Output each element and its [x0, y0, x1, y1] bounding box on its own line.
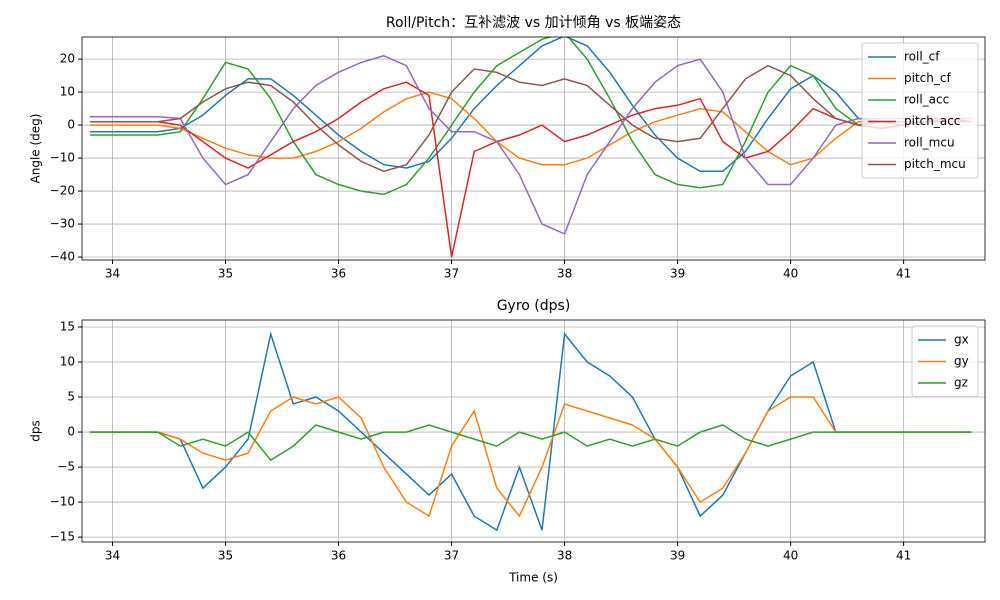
x-tick-label: 40: [783, 549, 798, 563]
x-tick-label: 39: [670, 267, 685, 281]
legend-box: [861, 42, 979, 179]
y-tick-label: −10: [50, 151, 75, 165]
y-tick-label: −40: [50, 250, 75, 264]
plot-frame: [81, 36, 986, 261]
x-tick-label: 37: [444, 549, 459, 563]
y-tick-label: 20: [60, 52, 75, 66]
x-tick-label: 36: [331, 267, 346, 281]
data-line: [89, 81, 972, 258]
y-tick-label: 0: [67, 118, 75, 132]
y-tick-label: 10: [60, 85, 75, 99]
data-line: [89, 396, 972, 518]
legend-label: gx: [954, 333, 969, 347]
x-tick-label: 41: [896, 549, 911, 563]
data-line: [89, 331, 972, 532]
data-line: [89, 37, 972, 173]
y-tick-label: −15: [50, 530, 75, 544]
x-tick-label: 38: [557, 267, 572, 281]
legend-label: pitch_cf: [904, 71, 951, 85]
x-tick-label: 35: [218, 549, 233, 563]
legend-label: roll_cf: [904, 50, 940, 64]
x-tick-label: 36: [331, 549, 346, 563]
x-tick-label: 37: [444, 267, 459, 281]
y-tick-label: 0: [67, 425, 75, 439]
plot-frame: [81, 319, 986, 543]
x-tick-label: 40: [783, 267, 798, 281]
x-tick-label: 38: [557, 549, 572, 563]
legend-label: pitch_acc: [904, 114, 960, 128]
data-line: [89, 55, 972, 235]
x-tick-label: 35: [218, 267, 233, 281]
chart-title: Roll/Pitch：互补滤波 vs 加计倾角 vs 板端姿态: [386, 15, 681, 31]
x-tick-label: 34: [105, 549, 120, 563]
data-line: [89, 91, 972, 166]
y-tick-label: −20: [50, 184, 75, 198]
y-tick-label: −30: [50, 217, 75, 231]
x-axis-label: Time (s): [508, 571, 558, 585]
legend-label: roll_mcu: [904, 136, 955, 150]
y-tick-label: 15: [60, 320, 75, 334]
x-tick-label: 39: [670, 549, 685, 563]
data-line: [89, 64, 972, 173]
y-tick-label: −10: [50, 495, 75, 509]
x-tick-label: 41: [896, 267, 911, 281]
legend-label: pitch_mcu: [904, 157, 966, 171]
data-line: [89, 424, 972, 462]
y-tick-label: 10: [60, 355, 75, 369]
x-tick-label: 34: [105, 267, 120, 281]
chart-title: Gyro (dps): [497, 298, 571, 314]
y-axis-label: Angle (deg): [29, 114, 43, 184]
y-axis-label: dps: [29, 420, 43, 442]
y-tick-label: 5: [67, 390, 75, 404]
legend-label: gy: [954, 354, 969, 368]
y-tick-label: −5: [57, 460, 75, 474]
legend-label: gz: [954, 376, 968, 390]
data-line: [89, 37, 972, 196]
legend-label: roll_acc: [904, 93, 949, 107]
